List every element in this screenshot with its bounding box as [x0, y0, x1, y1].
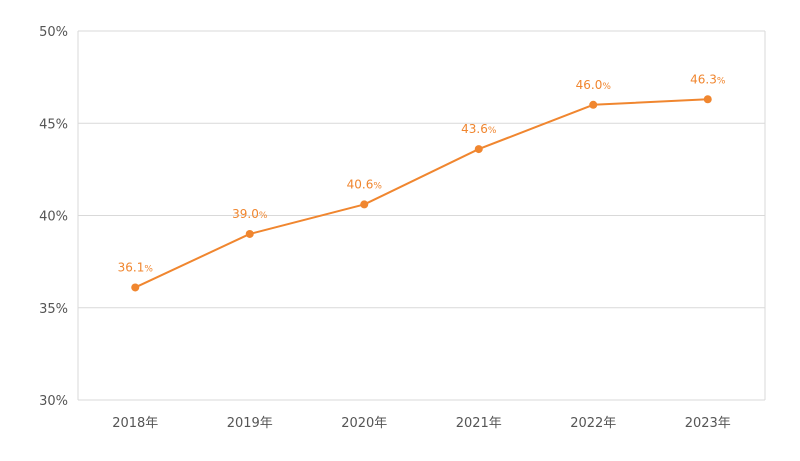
data-label-value: 46.3 — [690, 72, 717, 86]
data-point — [589, 100, 598, 109]
data-label: 40.6% — [347, 177, 383, 191]
data-label-value: 36.1 — [118, 260, 145, 274]
data-point — [474, 145, 483, 154]
data-label: 46.3% — [690, 72, 726, 86]
y-tick-label: 30% — [39, 394, 68, 409]
data-label-unit: % — [259, 211, 268, 221]
data-label-unit: % — [144, 264, 153, 274]
data-label: 39.0% — [232, 207, 268, 221]
data-point — [703, 95, 712, 104]
data-label-unit: % — [602, 82, 611, 92]
data-label-unit: % — [488, 126, 497, 136]
data-label-unit: % — [717, 76, 726, 86]
x-tick-label: 2020年 — [341, 416, 387, 431]
x-tick-label: 2018年 — [112, 416, 158, 431]
y-tick-label: 45% — [39, 117, 68, 132]
data-point — [360, 200, 369, 209]
series-group — [131, 95, 712, 292]
x-tick-label: 2022年 — [570, 416, 616, 431]
data-label-value: 46.0 — [576, 78, 603, 92]
plot-frame — [77, 31, 766, 400]
data-point — [245, 229, 254, 238]
data-label-value: 39.0 — [232, 207, 259, 221]
data-label-value: 43.6 — [461, 122, 488, 136]
data-point — [131, 283, 140, 292]
data-label-unit: % — [373, 181, 382, 191]
data-label: 46.0% — [576, 78, 612, 92]
series-line — [134, 98, 708, 289]
x-axis-ticks: 2018年 2019年 2020年 2021年 2022年 2023年 — [112, 416, 731, 431]
x-tick-label: 2023年 — [685, 416, 731, 431]
y-axis-ticks: 30% 35% 40% 45% 50% — [39, 25, 68, 409]
gridlines — [78, 30, 765, 401]
data-labels: 36.1%39.0%40.6%43.6%46.0%46.3% — [118, 72, 726, 274]
y-tick-label: 35% — [39, 302, 68, 317]
data-label-value: 40.6 — [347, 177, 374, 191]
data-label: 36.1% — [118, 260, 154, 274]
data-label: 43.6% — [461, 122, 497, 136]
y-tick-label: 40% — [39, 210, 68, 225]
x-tick-label: 2021年 — [456, 416, 502, 431]
x-tick-label: 2019年 — [227, 416, 273, 431]
y-tick-label: 50% — [39, 25, 68, 40]
